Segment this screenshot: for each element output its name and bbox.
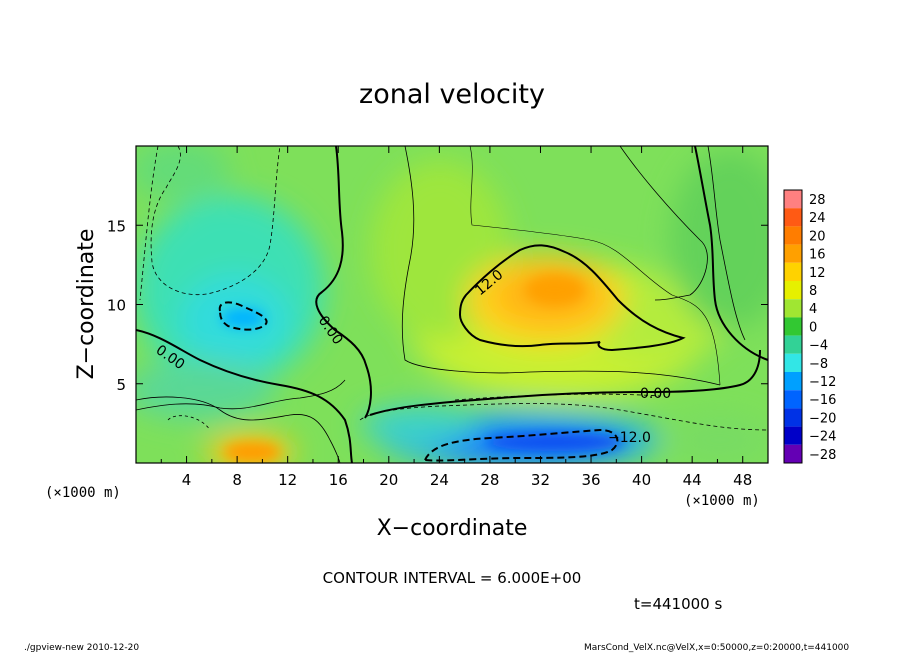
- colorbar-label: 12: [809, 266, 826, 281]
- colorbar-label: 20: [809, 229, 826, 244]
- x-tick-label: 48: [733, 471, 752, 489]
- x-axis-label: X−coordinate: [377, 516, 528, 541]
- x-tick-label: 24: [430, 471, 449, 489]
- colorbar-label: −4: [809, 339, 828, 354]
- colorbar-swatch: [784, 262, 802, 281]
- colorbar-label: 24: [809, 211, 826, 226]
- colorbar-label: −24: [809, 430, 836, 445]
- colorbar-swatch: [784, 390, 802, 409]
- x-tick-label: 12: [278, 471, 297, 489]
- colorbar-swatch: [784, 408, 802, 427]
- x-unit-left: (×1000 m): [45, 485, 121, 501]
- colorbar-label: 16: [809, 248, 826, 263]
- colorbar-swatch: [784, 372, 802, 391]
- x-tick-label: 36: [581, 471, 600, 489]
- x-tick-label: 28: [480, 471, 499, 489]
- colorbar-frame: [783, 189, 803, 464]
- x-tick-label: 44: [683, 471, 702, 489]
- x-axis: 4 8 12 16 20 24 28 32 36 40 44 48: [160, 146, 752, 489]
- colorbar-swatch: [784, 226, 802, 245]
- time-note: t=441000 s: [634, 595, 722, 613]
- x-tick-label: 32: [531, 471, 550, 489]
- field-cores: [221, 274, 625, 462]
- x-tick-label: 8: [232, 471, 242, 489]
- colorbar-label: −16: [809, 393, 836, 408]
- colorbar-swatch: [784, 335, 802, 354]
- colorbar-swatch: [784, 353, 802, 372]
- thin-contours: [136, 146, 768, 463]
- footer-left: ./gpview-new 2010-12-20: [24, 643, 139, 653]
- contour-interval-note: CONTOUR INTERVAL = 6.000E+00: [323, 569, 582, 587]
- thick-dashed-contours: [218, 301, 619, 462]
- x-tick-label: 4: [182, 471, 192, 489]
- colorbar-swatch: [784, 244, 802, 263]
- colorbar-swatch: [784, 444, 802, 463]
- colorbar-swatch: [784, 317, 802, 336]
- colorbar-label: −8: [809, 357, 828, 372]
- x-tick-label: 20: [379, 471, 398, 489]
- colorbar-label: 8: [809, 284, 817, 299]
- plot-area: 12.0 0.00 0.00 0.00 −12.0: [136, 146, 768, 463]
- chart-title: zonal velocity: [359, 79, 545, 110]
- y-axis: 5 10 15: [107, 217, 768, 394]
- thick-contours: [136, 146, 768, 463]
- y-tick-label: 10: [107, 297, 126, 315]
- colorbar-swatch: [784, 208, 802, 227]
- colorbar-label: −12: [809, 375, 836, 390]
- colorbar-label: −28: [809, 448, 836, 463]
- colorbar: 28 24 20 16 12 8 4 0 −4 −8 −12 −16 −20 −24 −28: [783, 189, 836, 464]
- colorbar-label: −20: [809, 411, 836, 426]
- contour-label-neg12: −12.0: [608, 430, 651, 446]
- colorbar-label: 4: [809, 302, 817, 317]
- colorbar-swatch: [784, 426, 802, 445]
- y-axis-label: Z−coordinate: [74, 229, 99, 380]
- colorbar-swatch: [784, 281, 802, 300]
- contour-label-0-right: 0.00: [640, 386, 671, 402]
- colorbar-swatch: [784, 299, 802, 318]
- colorbar-swatch: [784, 190, 802, 209]
- footer-right: MarsCond_VelX.nc@VelX,x=0:50000,z=0:2000…: [584, 643, 849, 653]
- colorbar-label: 0: [809, 320, 817, 335]
- y-tick-label: 5: [116, 376, 126, 394]
- x-tick-label: 16: [329, 471, 348, 489]
- colorbar-label: 28: [809, 193, 826, 208]
- x-tick-label: 40: [632, 471, 651, 489]
- y-tick-label: 15: [107, 217, 126, 235]
- x-unit-right: (×1000 m): [684, 493, 760, 509]
